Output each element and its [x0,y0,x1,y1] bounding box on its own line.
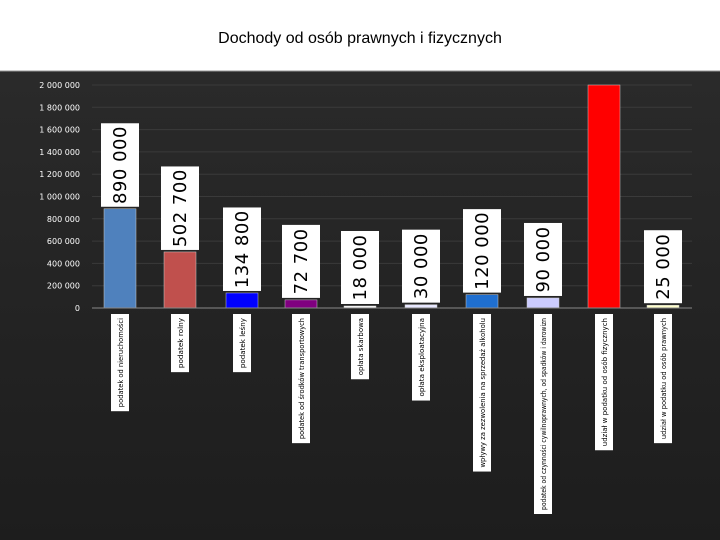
data-label: 890 000 [110,126,131,204]
bar [163,251,197,309]
x-tick-label: udział w podatku od osób prawnych [660,318,668,439]
data-label: 25 000 [653,234,674,300]
data-label-box [223,207,261,291]
y-tick-label: 800 000 [47,215,80,224]
bar [284,299,318,309]
data-label-box [282,224,320,298]
x-tick-label: podatek od środków transportowych [298,318,306,439]
y-tick-label: 1 200 000 [39,170,80,179]
category-label-box [111,314,129,412]
category-label-box [534,314,552,514]
bar [465,294,499,309]
category-label-box [654,314,672,444]
category-label-box [351,314,369,380]
x-tick-label: udział w podatku od osób fizycznych [601,318,609,446]
bar [587,84,621,309]
y-tick-label: 200 000 [47,282,80,291]
y-tick-label: 400 000 [47,259,80,268]
bar [103,208,137,309]
category-label-box [473,314,491,472]
category-label-box [292,314,310,444]
y-tick-label: 0 [75,304,80,313]
category-label-box [595,314,613,451]
data-label-box [161,166,199,250]
y-tick-label: 600 000 [47,237,80,246]
y-tick-label: 2 000 000 [39,81,80,90]
x-tick-label: podatek od czynności cywilnoprawnych, od… [540,318,548,510]
data-label: 120 000 [472,212,493,290]
x-tick-label: opłata skarbowa [357,318,365,375]
data-label-box [463,209,501,293]
data-label: 502 700 [170,169,191,247]
category-label-box [171,314,189,373]
chart-title: Dochody od osób prawnych i fizycznych [218,30,502,47]
x-tick-label: podatek od nieruchomości [117,318,125,407]
x-tick-label: opłata eksploatacyjna [418,318,426,397]
x-tick-label: podatek leśny [239,318,247,368]
data-label-box [644,230,682,304]
data-label-box [341,230,379,304]
x-tick-label: wpływy za zezwolenia na sprzedaż alkohol… [479,318,487,468]
data-label: 30 000 [411,233,432,299]
category-label-box [412,314,430,401]
data-label: 134 800 [232,210,253,288]
bar [225,292,259,309]
data-label-box [101,123,139,207]
y-tick-label: 1 400 000 [39,148,80,157]
data-label-box [402,229,440,303]
bar [526,297,560,309]
y-tick-label: 1 800 000 [39,103,80,112]
category-label-box [233,314,251,373]
data-label: 18 000 [350,235,371,301]
y-tick-label: 1 600 000 [39,126,80,135]
y-tick-label: 1 000 000 [39,193,80,202]
data-label-box [524,222,562,296]
x-tick-label: podatek rolny [177,318,185,368]
data-label: 90 000 [533,226,554,292]
data-label: 72 700 [291,228,312,294]
bar [404,304,438,309]
